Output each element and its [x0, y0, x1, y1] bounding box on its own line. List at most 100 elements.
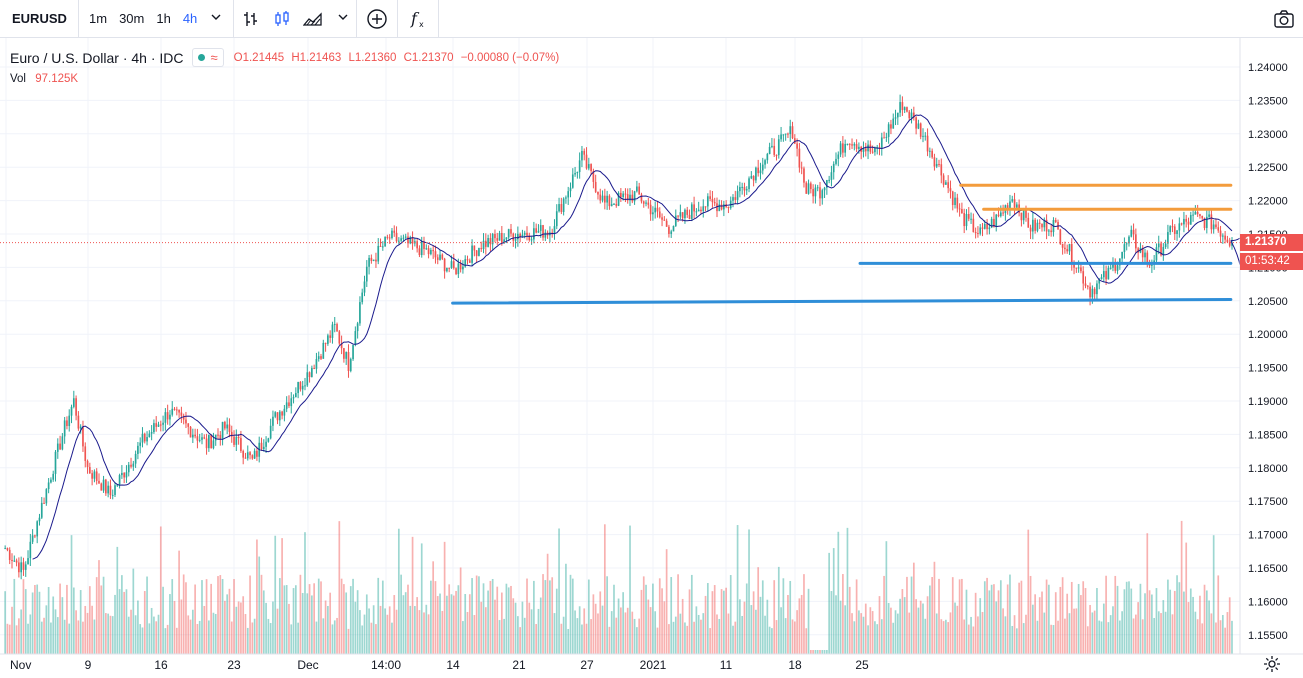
candle-body: [18, 562, 20, 573]
candle-body: [466, 259, 469, 261]
price-axis[interactable]: 1.240001.235001.230001.225001.220001.215…: [1239, 38, 1303, 675]
volume-bar: [983, 581, 986, 654]
candle-body: [329, 335, 332, 338]
volume-bar: [1091, 612, 1094, 654]
candle-body: [29, 541, 32, 559]
toolbar-divider: [356, 0, 358, 38]
candle-body: [869, 144, 872, 152]
candle-body: [294, 393, 297, 398]
volume-bar: [125, 589, 128, 654]
add-indicator-icon[interactable]: [357, 0, 397, 38]
volume-bar: [1173, 590, 1176, 654]
volume-bar: [4, 591, 6, 654]
volume-bar: [862, 616, 865, 654]
candle-body: [276, 412, 279, 421]
candle-body: [713, 202, 716, 204]
interval-1h[interactable]: 1h: [156, 11, 171, 26]
volume-bar: [301, 593, 304, 654]
volume-bar: [690, 574, 693, 654]
volume-bar: [551, 577, 554, 654]
price-tick-label: 1.19500: [1248, 363, 1288, 375]
candle-body: [771, 145, 773, 147]
candle-body: [363, 281, 366, 293]
volume-bar: [777, 566, 780, 654]
volume-bar: [803, 574, 805, 654]
volume-bar: [844, 605, 847, 654]
chevron-down-icon[interactable]: [203, 13, 229, 24]
volume-bar: [819, 650, 821, 654]
volume-bar: [1096, 587, 1098, 654]
interval-1m[interactable]: 1m: [89, 11, 108, 26]
candle-body: [269, 425, 272, 439]
volume-bar: [958, 579, 961, 654]
camera-icon[interactable]: [1273, 8, 1295, 30]
volume-bar: [858, 610, 860, 654]
volume-bar: [27, 623, 29, 654]
candle-body: [473, 245, 476, 251]
candle-body: [283, 408, 286, 416]
volume-bar: [352, 578, 354, 654]
candle-body: [404, 236, 407, 238]
candle-body: [210, 435, 212, 449]
volume-bar: [52, 596, 55, 654]
candle-body: [281, 411, 283, 416]
area-chart-icon[interactable]: [296, 0, 330, 38]
volume-bar: [851, 613, 853, 654]
candle-body: [970, 218, 972, 220]
volume-bar: [1194, 611, 1197, 654]
volume-bar: [686, 625, 689, 654]
candle-body: [496, 238, 499, 241]
support-line[interactable]: [451, 297, 1233, 305]
interval-4h[interactable]: 4h: [182, 11, 198, 26]
candle-body: [116, 484, 119, 486]
price-tick-label: 1.22000: [1248, 196, 1288, 208]
candle-body: [292, 397, 295, 399]
candle-body: [194, 434, 196, 437]
candle-body: [826, 180, 828, 188]
chevron-down-icon[interactable]: [330, 13, 356, 24]
drawn-levels[interactable]: [0, 183, 1240, 305]
volume-bar: [867, 625, 869, 654]
candle-body: [162, 422, 164, 425]
candle-body: [27, 558, 29, 565]
volume-bar: [1050, 624, 1053, 654]
volume-bar: [182, 574, 185, 654]
price-chart[interactable]: 1.240001.235001.230001.225001.220001.215…: [0, 38, 1303, 675]
volume-bar: [13, 578, 16, 654]
candle-body: [926, 135, 929, 152]
candle-body: [66, 420, 68, 427]
interval-30m[interactable]: 30m: [119, 11, 145, 26]
volume-bar: [372, 605, 375, 654]
candle-body: [732, 197, 734, 201]
candle-body: [91, 473, 93, 479]
time-axis[interactable]: Nov 9 16 23 Dec 14:00 14 21 27 2021 11 18 25: [0, 653, 1303, 672]
candle-body: [684, 209, 686, 219]
candle-body: [517, 233, 519, 240]
candle-body: [880, 137, 883, 148]
volume-bar: [434, 581, 437, 654]
symbol-search[interactable]: EURUSD: [12, 11, 67, 26]
volume-bar: [860, 613, 863, 654]
candles-icon[interactable]: [268, 0, 296, 38]
candle-body: [301, 385, 304, 390]
volume-bar: [272, 601, 274, 654]
volume-bar: [164, 628, 167, 654]
candle-body: [20, 562, 23, 573]
candle-body: [43, 502, 45, 504]
candle-body: [468, 260, 471, 263]
time-tick-label: 9: [85, 658, 92, 672]
bar-chart-icon[interactable]: [234, 0, 268, 38]
candle-body: [443, 258, 446, 272]
chart-legend: Euro / U.S. Dollar · 4h · IDC ≈ O1.21445…: [10, 48, 563, 67]
gear-icon[interactable]: [1263, 655, 1281, 673]
volume-bar: [214, 613, 217, 654]
candle-body: [311, 368, 313, 378]
volume-bar: [748, 529, 750, 654]
candle-body: [36, 521, 39, 537]
market-status-badge[interactable]: ≈: [191, 48, 224, 67]
volume-bar: [1178, 582, 1181, 654]
volume-bar: [1205, 590, 1208, 654]
volume-bar: [414, 606, 416, 654]
volume-bar: [178, 550, 180, 654]
